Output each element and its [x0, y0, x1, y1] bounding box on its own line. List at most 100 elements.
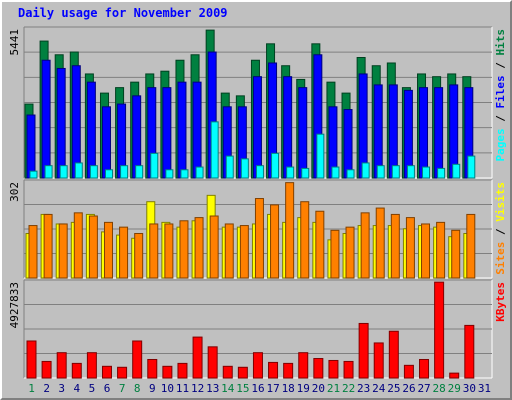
sites-bar — [58, 223, 68, 279]
pages-bar — [29, 170, 38, 179]
pages-bar — [180, 169, 189, 179]
sites-bar-fill — [224, 223, 234, 279]
pages-bar-fill — [180, 169, 189, 179]
sites-bar — [43, 213, 53, 279]
sites-bar-fill — [209, 215, 219, 279]
sites-bar-fill — [43, 213, 53, 279]
pages-bar-fill — [29, 170, 38, 179]
sites-bar-fill — [164, 223, 174, 279]
pages-bar-fill — [195, 166, 204, 179]
files-bar-fill — [41, 59, 51, 179]
kbytes-bar-fill — [358, 322, 369, 379]
pages-bar — [165, 169, 174, 179]
pages-bar — [361, 162, 370, 179]
x-tick-label: 28 — [433, 382, 446, 395]
sites-bar — [209, 215, 219, 279]
kbytes-bar — [419, 358, 430, 379]
sites-bar-fill — [239, 225, 249, 279]
files-bar-fill — [86, 81, 96, 179]
pages-bar — [316, 133, 325, 179]
kbytes-bar — [162, 365, 173, 379]
sites-bar — [134, 232, 144, 279]
x-tick-label: 11 — [176, 382, 189, 395]
kbytes-bar — [192, 336, 203, 379]
sites-bar-fill — [149, 223, 159, 279]
x-tick-label: 10 — [161, 382, 174, 395]
kbytes-bar-fill — [237, 366, 248, 379]
files-bar-fill — [56, 67, 66, 179]
x-tick-label: 30 — [463, 382, 476, 395]
kbytes-bar-fill — [419, 358, 430, 379]
files-bar-fill — [252, 76, 262, 179]
legend-separator: / — [494, 109, 507, 129]
x-tick-label: 14 — [221, 382, 235, 395]
kbytes-bar-fill — [434, 281, 445, 379]
pages-bar-fill — [452, 163, 461, 179]
pages-bar — [452, 163, 461, 179]
files-bar — [388, 84, 398, 179]
kbytes-bar — [449, 372, 460, 379]
x-tick-label: 31 — [478, 382, 491, 395]
sites-bar-fill — [390, 213, 400, 279]
sites-bar-fill — [179, 220, 189, 279]
pages-bar — [271, 152, 280, 179]
kbytes-bar-fill — [207, 346, 218, 379]
legend-item: Hits — [494, 29, 507, 56]
pages-bar-fill — [255, 165, 264, 179]
pages-bar-fill — [437, 167, 446, 179]
pages-bar-fill — [406, 165, 415, 179]
pages-bar-fill — [361, 162, 370, 179]
kbytes-bar — [298, 352, 309, 379]
files-bar-fill — [388, 84, 398, 179]
kbytes-bar — [177, 362, 188, 379]
sites-bar — [421, 223, 431, 279]
chart-title: Daily usage for November 2009 — [18, 6, 228, 20]
kbytes-bar-fill — [101, 365, 112, 379]
files-bar-fill — [71, 65, 81, 179]
pages-bar — [74, 162, 83, 179]
sites-bar-fill — [103, 221, 113, 279]
files-bar — [419, 87, 429, 179]
kbytes-bar — [403, 364, 414, 379]
sites-bar — [164, 223, 174, 279]
sites-bar-fill — [375, 207, 385, 279]
pages-bar — [331, 166, 340, 179]
pages-bar — [89, 165, 98, 179]
pages-bar — [376, 165, 385, 179]
pages-bar-fill — [104, 169, 113, 179]
x-tick-label: 3 — [58, 382, 65, 395]
kbytes-bar — [343, 360, 354, 379]
x-tick-label: 12 — [191, 382, 204, 395]
x-tick-label: 24 — [372, 382, 386, 395]
sites-bar — [224, 223, 234, 279]
pages-bar — [406, 165, 415, 179]
x-tick-label: 15 — [236, 382, 249, 395]
pages-bar — [467, 155, 476, 179]
pages-bar — [391, 165, 400, 179]
legend-visits-sites: Sites / Visits — [494, 182, 507, 275]
x-tick-label: 19 — [297, 382, 310, 395]
kbytes-bar-fill — [252, 352, 263, 379]
x-tick-label: 18 — [282, 382, 295, 395]
sites-bar-fill — [466, 213, 476, 279]
pages-bar — [150, 152, 159, 179]
kbytes-bar-fill — [343, 360, 354, 379]
pages-bar-fill — [135, 165, 144, 179]
pages-bar-fill — [422, 166, 431, 179]
files-bar — [252, 76, 262, 179]
kbytes-bar — [328, 359, 339, 379]
x-tick-label: 7 — [119, 382, 126, 395]
kbytes-bar — [56, 352, 67, 379]
x-tick-label: 23 — [357, 382, 370, 395]
sites-bar — [360, 212, 370, 279]
kbytes-bar — [252, 352, 263, 379]
pages-bar-fill — [225, 155, 234, 179]
files-bar-fill — [101, 106, 111, 179]
kbytes-bar-fill — [86, 352, 97, 379]
files-bar — [403, 89, 413, 179]
kbytes-bar-fill — [449, 372, 460, 379]
kbytes-bar — [132, 340, 143, 379]
sites-bar — [73, 212, 83, 279]
sites-bar-fill — [436, 221, 446, 279]
